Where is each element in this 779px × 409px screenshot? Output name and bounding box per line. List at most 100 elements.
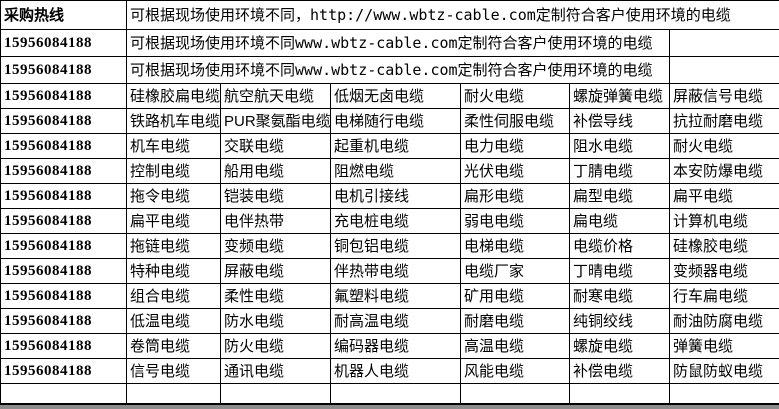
table-row: 15956084188 拖令电缆 铠装电缆 电机引接线 扁形电缆 扁型电缆 扁平…: [0, 183, 779, 209]
product-cell: 扁平电缆: [126, 208, 221, 234]
product-cell: 防火电缆: [220, 333, 331, 359]
product-cell: 机器人电缆: [330, 358, 461, 384]
table-row: 15956084188 控制电缆 船用电缆 阻燃电缆 光伏电缆 丁腈电缆 本安防…: [0, 158, 779, 184]
empty-cell: [126, 383, 221, 405]
product-cell: 拖令电缆: [126, 183, 221, 209]
product-cell: 耐高温电缆: [330, 308, 461, 334]
table-row: 15956084188 组合电缆 柔性电缆 氟塑料电缆 矿用电缆 耐寒电缆 行车…: [0, 283, 779, 309]
product-cell: 弹簧电缆: [669, 333, 779, 359]
product-cell: 耐火电缆: [669, 133, 779, 159]
hotline-phone: 15956084188: [0, 258, 127, 284]
product-cell: 扁型电缆: [569, 183, 670, 209]
product-cell: 低温电缆: [126, 308, 221, 334]
notice-full-text: 可根据现场使用环境不同，http://www.wbtz-cable.com定制符…: [126, 0, 779, 30]
product-cell: 扁平电缆: [669, 183, 779, 209]
product-cell: 电梯随行电缆: [330, 108, 461, 134]
table-row: 15956084188 低温电缆 防水电缆 耐高温电缆 耐磨电缆 纯铜绞线 耐油…: [0, 308, 779, 334]
empty-cell: [569, 383, 670, 405]
product-cell: 电缆厂家: [460, 258, 570, 284]
product-cell: 扁电缆: [569, 208, 670, 234]
product-cell: 耐寒电缆: [569, 283, 670, 309]
hotline-phone: 15956084188: [0, 108, 127, 134]
empty-cell: [669, 29, 779, 57]
product-cell: 编码器电缆: [330, 333, 461, 359]
hotline-phone: 15956084188: [0, 358, 127, 384]
table-row: 15956084188 卷筒电缆 防火电缆 编码器电缆 高温电缆 螺旋电缆 弹簧…: [0, 333, 779, 359]
product-cell: 风能电缆: [460, 358, 570, 384]
product-cell: 屏蔽信号电缆: [669, 83, 779, 109]
empty-cell: [0, 383, 127, 405]
product-cell: 拖链电缆: [126, 233, 221, 259]
hotline-phone: 15956084188: [0, 158, 127, 184]
notice-short-text: 可根据现场使用环境不同www.wbtz-cable.com定制符合客户使用环境的…: [126, 56, 670, 84]
product-cell: 光伏电缆: [460, 158, 570, 184]
product-cell: 耐油防腐电缆: [669, 308, 779, 334]
table-row: 15956084188 信号电缆 通讯电缆 机器人电缆 风能电缆 补偿电缆 防鼠…: [0, 358, 779, 384]
product-cell: 补偿导线: [569, 108, 670, 134]
product-cell: 耐磨电缆: [460, 308, 570, 334]
product-cell: 航空航天电缆: [220, 83, 331, 109]
hotline-label: 采购热线: [0, 0, 127, 30]
hotline-phone: 15956084188: [0, 233, 127, 259]
product-cell: 行车扁电缆: [669, 283, 779, 309]
empty-cell: [460, 383, 570, 405]
product-cell: 高温电缆: [460, 333, 570, 359]
product-cell: 低烟无卤电缆: [330, 83, 461, 109]
hotline-phone: 15956084188: [0, 56, 127, 84]
product-cell: 柔性电缆: [220, 283, 331, 309]
product-cell: 信号电缆: [126, 358, 221, 384]
table-row: 15956084188 拖链电缆 变频电缆 铜包铝电缆 电梯电缆 电缆价格 硅橡…: [0, 233, 779, 259]
product-cell: 电伴热带: [220, 208, 331, 234]
hotline-phone: 15956084188: [0, 83, 127, 109]
product-cell: 弱电电缆: [460, 208, 570, 234]
empty-cell: [330, 383, 461, 405]
table-row-notice: 15956084188 可根据现场使用环境不同www.wbtz-cable.co…: [0, 29, 779, 57]
product-cell: 氟塑料电缆: [330, 283, 461, 309]
table-row: 15956084188 特种电缆 屏蔽电缆 伴热带电缆 电缆厂家 丁晴电缆 变频…: [0, 258, 779, 284]
product-cell: 交联电缆: [220, 133, 331, 159]
product-cell: 电缆价格: [569, 233, 670, 259]
product-cell: 变频器电缆: [669, 258, 779, 284]
product-cell: 纯铜绞线: [569, 308, 670, 334]
product-cell: PUR聚氨酯电缆: [220, 108, 331, 134]
product-cell: 变频电缆: [220, 233, 331, 259]
empty-cell: [669, 56, 779, 84]
product-cell: 防鼠防蚁电缆: [669, 358, 779, 384]
product-cell: 铠装电缆: [220, 183, 331, 209]
table-row: 15956084188 扁平电缆 电伴热带 充电桩电缆 弱电电缆 扁电缆 计算机…: [0, 208, 779, 234]
notice-short-text: 可根据现场使用环境不同www.wbtz-cable.com定制符合客户使用环境的…: [126, 29, 670, 57]
table-row-notice: 15956084188 可根据现场使用环境不同www.wbtz-cable.co…: [0, 56, 779, 84]
table-row: 15956084188 铁路机车电缆 PUR聚氨酯电缆 电梯随行电缆 柔性伺服电…: [0, 108, 779, 134]
product-cell: 组合电缆: [126, 283, 221, 309]
empty-cell: [220, 383, 331, 405]
hotline-phone: 15956084188: [0, 308, 127, 334]
product-cell: 电力电缆: [460, 133, 570, 159]
product-cell: 阻燃电缆: [330, 158, 461, 184]
hotline-phone: 15956084188: [0, 183, 127, 209]
hotline-phone: 15956084188: [0, 133, 127, 159]
product-cell: 柔性伺服电缆: [460, 108, 570, 134]
table-row-empty: [0, 383, 779, 405]
product-cell: 防水电缆: [220, 308, 331, 334]
hotline-phone: 15956084188: [0, 283, 127, 309]
product-cell: 扁形电缆: [460, 183, 570, 209]
product-cell: 通讯电缆: [220, 358, 331, 384]
hotline-phone: 15956084188: [0, 208, 127, 234]
hotline-phone: 15956084188: [0, 29, 127, 57]
product-cell: 补偿电缆: [569, 358, 670, 384]
product-cell: 充电桩电缆: [330, 208, 461, 234]
table-row: 15956084188 硅橡胶扁电缆 航空航天电缆 低烟无卤电缆 耐火电缆 螺旋…: [0, 83, 779, 109]
product-cell: 电梯电缆: [460, 233, 570, 259]
table-row-header: 采购热线 可根据现场使用环境不同，http://www.wbtz-cable.c…: [0, 0, 779, 30]
product-cell: 铁路机车电缆: [126, 108, 221, 134]
product-cell: 起重机电缆: [330, 133, 461, 159]
product-cell: 机车电缆: [126, 133, 221, 159]
product-cell: 阻水电缆: [569, 133, 670, 159]
product-cell: 硅橡胶电缆: [669, 233, 779, 259]
product-cell: 特种电缆: [126, 258, 221, 284]
product-cell: 船用电缆: [220, 158, 331, 184]
product-cell: 耐火电缆: [460, 83, 570, 109]
product-cell: 屏蔽电缆: [220, 258, 331, 284]
product-cell: 伴热带电缆: [330, 258, 461, 284]
